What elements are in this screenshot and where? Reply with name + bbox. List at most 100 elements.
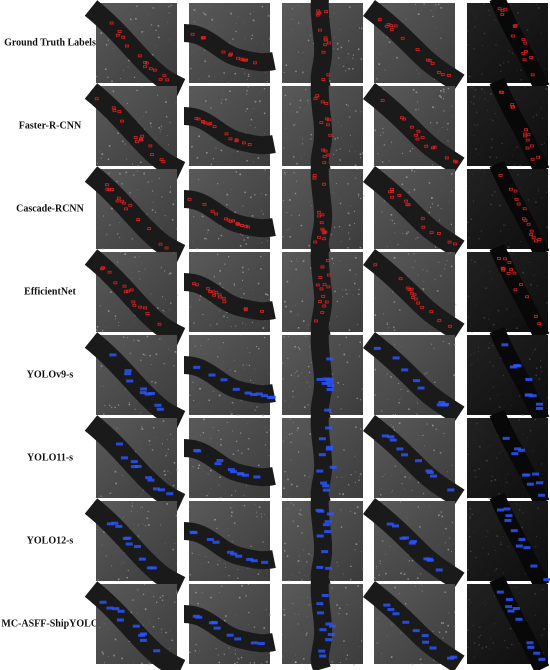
speckle [234, 653, 236, 655]
speckle [345, 586, 347, 589]
speckle [297, 525, 299, 528]
speckle [114, 470, 117, 473]
detection-box [315, 94, 320, 98]
speckle [151, 449, 154, 451]
speckle [350, 578, 352, 581]
detection-box [117, 29, 122, 33]
speckle [530, 283, 532, 286]
speckle [196, 248, 199, 250]
river [310, 246, 333, 340]
speckle [288, 497, 290, 499]
speckle [390, 376, 392, 378]
detection-box [388, 190, 392, 194]
speckle [230, 12, 232, 15]
sar-image [282, 80, 364, 174]
sar-image [467, 0, 550, 92]
speckle [198, 163, 199, 165]
detection-box [409, 125, 414, 129]
detection-box [246, 557, 254, 561]
speckle [475, 649, 476, 650]
speckle [256, 511, 257, 513]
speckle [407, 390, 409, 392]
detection-box [524, 128, 528, 132]
speckle [434, 381, 436, 383]
speckle [107, 310, 110, 312]
speckle [163, 470, 166, 472]
speckle [116, 261, 119, 263]
speckle [393, 329, 396, 331]
speckle [190, 91, 191, 92]
detection-box [523, 41, 528, 45]
speckle [539, 366, 542, 368]
detection-box [329, 624, 337, 628]
speckle [307, 404, 309, 406]
speckle [174, 199, 176, 201]
speckle [261, 193, 262, 194]
detection-box [111, 106, 116, 110]
speckle [244, 191, 246, 194]
speckle [529, 429, 532, 432]
speckle [144, 128, 146, 130]
speckle [440, 96, 442, 99]
speckle [340, 509, 342, 511]
detection-box [130, 460, 138, 464]
speckle [210, 596, 212, 599]
detection-box [535, 402, 543, 406]
speckle [433, 659, 435, 661]
speckle [454, 377, 456, 379]
speckle [110, 492, 112, 494]
sar-image [467, 243, 550, 341]
detection-box [214, 462, 222, 466]
detection-box [500, 9, 505, 12]
speckle [142, 252, 143, 254]
speckle [140, 161, 142, 163]
speckle [263, 87, 266, 90]
speckle [129, 352, 131, 354]
detection-box [316, 602, 324, 606]
speckle [302, 658, 304, 659]
speckle [428, 211, 431, 214]
speckle [543, 142, 545, 144]
speckle [343, 65, 345, 67]
speckle [207, 473, 209, 475]
speckle [338, 607, 341, 609]
detection-box [535, 407, 543, 411]
speckle [414, 585, 416, 587]
speckle [143, 31, 145, 32]
speckle [283, 200, 285, 201]
speckle [96, 529, 98, 530]
detection-box [525, 138, 530, 142]
speckle [290, 483, 293, 486]
speckle [168, 309, 170, 310]
speckle [154, 436, 156, 438]
speckle [470, 601, 472, 603]
speckle [230, 413, 232, 415]
speckle [515, 5, 517, 7]
speckle [263, 112, 266, 115]
speckle [285, 305, 287, 308]
speckle [103, 215, 104, 217]
speckle [451, 550, 452, 552]
speckle [226, 311, 228, 313]
speckle [296, 430, 298, 432]
speckle [417, 506, 420, 508]
speckle [265, 293, 267, 295]
speckle [189, 506, 191, 507]
speckle [99, 305, 101, 307]
detection-box [322, 304, 327, 308]
river [489, 243, 550, 341]
speckle [111, 207, 113, 210]
speckle [293, 172, 295, 174]
speckle [165, 101, 167, 103]
speckle [250, 545, 252, 547]
speckle [422, 288, 425, 290]
speckle [303, 549, 305, 551]
speckle [341, 240, 343, 242]
sar-image [467, 575, 550, 670]
speckle [520, 79, 522, 81]
detection-box [447, 240, 452, 244]
detection-box [110, 188, 114, 191]
detection-box [318, 299, 322, 303]
speckle [299, 509, 302, 511]
speckle [476, 124, 478, 126]
